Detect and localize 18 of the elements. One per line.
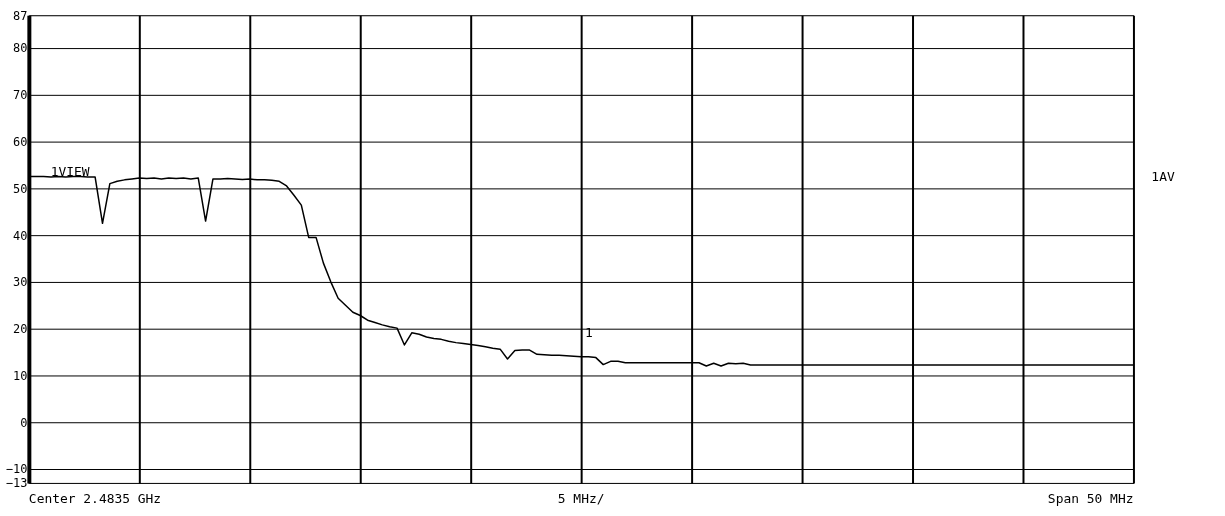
text: 5 MHz/ <box>557 490 605 506</box>
text: 1AV <box>1151 168 1175 184</box>
y-tick-label: −10 <box>5 462 28 477</box>
y-tick-label: 80 <box>12 41 28 56</box>
text: Span 50 MHz <box>1047 490 1134 506</box>
y-tick-label: 0 <box>20 415 28 430</box>
annotation: 1 <box>585 325 593 341</box>
y-tick-label: 30 <box>12 275 28 290</box>
y-tick-label: 40 <box>12 228 28 243</box>
annotation: 1VIEW <box>50 163 90 179</box>
y-tick-label: 60 <box>12 134 28 149</box>
y-tick-label: 70 <box>12 88 28 103</box>
y-tick-label: 20 <box>12 322 28 337</box>
y-tick-label: 50 <box>12 181 28 196</box>
y-tick-label: −13 <box>5 476 28 491</box>
text: Center 2.4835 GHz <box>28 490 162 506</box>
y-tick-label: 10 <box>12 368 28 383</box>
y-tick-label: 87 <box>12 8 28 23</box>
